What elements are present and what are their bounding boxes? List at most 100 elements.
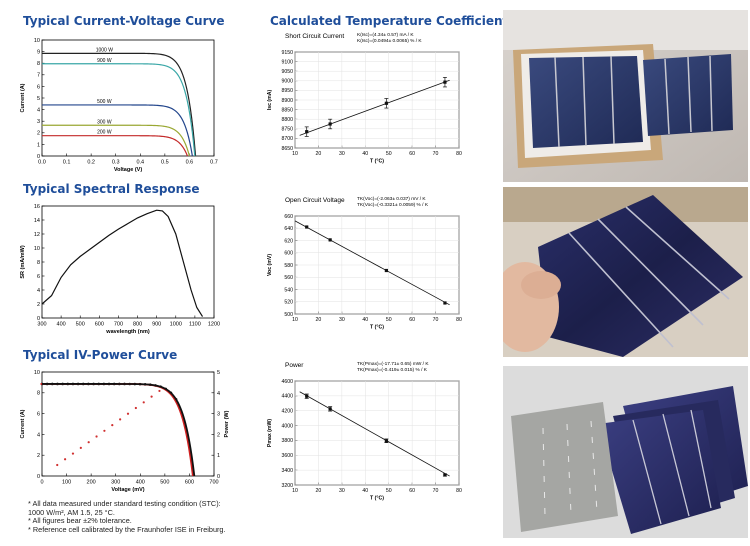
plot-frame — [41, 371, 215, 477]
y-tick-label: 3 — [37, 119, 40, 125]
coef-annotation: TK(Pmax)=(-17.71± 0.65) mW / K — [357, 361, 429, 367]
data-point — [328, 122, 332, 126]
x-tick-label: 900 — [152, 322, 161, 328]
data-point — [384, 439, 388, 443]
x-axis-label: T (°C) — [370, 495, 384, 501]
power-dot — [103, 429, 106, 432]
y-tick-label: 2 — [37, 453, 40, 459]
y-tick-label: 10 — [34, 38, 40, 44]
y-tick-label: 3600 — [281, 453, 293, 459]
y-tick-label: 2 — [37, 302, 40, 308]
y-tick-label: 600 — [284, 251, 293, 257]
data-point — [443, 473, 447, 477]
x-tick-label: 70 — [433, 151, 439, 157]
y-axis-label: Voc (mV) — [267, 254, 273, 276]
x-tick-label: 300 — [111, 480, 120, 486]
x-tick-label: 200 — [87, 480, 96, 486]
fit-line — [299, 391, 450, 477]
data-point — [305, 394, 309, 398]
x-tick-label: 600 — [95, 322, 104, 328]
y-tick-label: 6 — [37, 84, 40, 90]
x-tick-label: 500 — [160, 480, 169, 486]
y-tick-label: 4000 — [281, 423, 293, 429]
spectral-response-line — [41, 209, 204, 317]
iv-curve-title: Typical Current-Voltage Curve — [23, 14, 225, 28]
x-axis-label: Voltage (V) — [114, 167, 142, 173]
y2-axis-label: Power (W) — [224, 410, 230, 437]
x-tick-label: 600 — [185, 480, 194, 486]
y2-tick-label: 2 — [217, 432, 220, 438]
iv-series-label: 200 W — [97, 130, 112, 136]
x-tick-label: 60 — [409, 488, 415, 494]
footnote-line: * Reference cell calibrated by the Fraun… — [28, 524, 226, 534]
coef-annotation: TK(Pmax)=(-0.419± 0.015) % / K — [357, 367, 428, 373]
iv-series-label: 900 W — [97, 58, 112, 64]
y-tick-label: 560 — [284, 275, 293, 281]
data-point — [443, 80, 447, 84]
y-tick-label: 4200 — [281, 409, 293, 415]
x-tick-label: 40 — [362, 151, 368, 157]
y-tick-label: 580 — [284, 263, 293, 269]
y-tick-label: 3200 — [281, 483, 293, 489]
x-tick-label: 70 — [433, 317, 439, 323]
y-axis-label: Pmax (mW) — [267, 419, 273, 448]
y-tick-label: 8700 — [281, 136, 293, 142]
power-dot — [63, 458, 67, 461]
y-tick-label: 0 — [37, 316, 40, 322]
data-point — [305, 130, 309, 134]
power-dot — [56, 463, 59, 467]
iv-power-title: Typical IV-Power Curve — [23, 348, 178, 362]
power-dot — [158, 389, 161, 393]
x-tick-label: 20 — [316, 151, 322, 157]
y-tick-label: 9050 — [281, 69, 293, 75]
y-tick-label: 8 — [37, 61, 40, 67]
spectral-response-title: Typical Spectral Response — [23, 182, 200, 196]
voc-temperature-chart: Open Circuit Voltage TK(Voc)=(-2.063± 0.0… — [267, 196, 462, 330]
y-tick-label: 6 — [37, 274, 40, 280]
y-tick-label: 0 — [37, 474, 40, 480]
power-dot — [142, 401, 145, 404]
x-tick-label: 1000 — [170, 322, 182, 328]
power-dot — [134, 406, 137, 410]
x-tick-label: 700 — [209, 480, 218, 486]
x-tick-label: 80 — [456, 317, 462, 323]
iv-series-line — [42, 63, 196, 157]
y-tick-label: 540 — [284, 287, 293, 293]
footnote-line: * All figures bear ±2% tolerance. — [28, 516, 132, 526]
data-point — [384, 268, 388, 273]
power-dot — [79, 446, 82, 449]
y-tick-label: 660 — [284, 214, 293, 220]
y-tick-label: 9100 — [281, 59, 293, 65]
y-tick-label: 3800 — [281, 438, 293, 444]
coef-chart-title: Short Circuit Current — [285, 33, 344, 40]
y-tick-label: 8 — [37, 260, 40, 266]
y-tick-label: 8650 — [281, 146, 293, 152]
y-tick-label: 9 — [37, 50, 40, 56]
x-tick-label: 10 — [292, 317, 298, 323]
coef-chart-title: Power — [285, 362, 304, 369]
y-tick-label: 7 — [37, 73, 40, 79]
y-tick-label: 12 — [34, 232, 40, 238]
y2-tick-label: 4 — [217, 391, 220, 397]
data-point — [328, 407, 332, 411]
y-tick-label: 9000 — [281, 79, 293, 85]
x-tick-label: 1100 — [189, 322, 201, 328]
y-tick-label: 8 — [37, 391, 40, 397]
fit-line — [299, 79, 450, 136]
x-tick-label: 20 — [316, 488, 322, 494]
coef-annotation: K(Isc)=(4.34± 0.57) mA / K — [357, 32, 414, 38]
iv-series-label: 500 W — [97, 99, 112, 105]
y-tick-label: 1 — [37, 142, 40, 148]
coef-annotation: TK(Voc)=(-2.063± 0.037) mV / K — [357, 196, 426, 202]
x-tick-label: 0.1 — [63, 160, 71, 166]
plot-frame — [294, 380, 460, 486]
y2-tick-label: 0 — [217, 474, 220, 480]
y-tick-label: 10 — [34, 370, 40, 376]
footnotes: * All data measured under standard testi… — [28, 499, 226, 534]
y-axis-label: Current (A) — [20, 83, 26, 112]
x-tick-label: 50 — [386, 317, 392, 323]
y-tick-label: 620 — [284, 238, 293, 244]
power-temperature-chart: Power TK(Pmax)=(-17.71± 0.65) mW / KTK(Pm… — [267, 361, 462, 501]
x-tick-label: 0.7 — [210, 160, 218, 166]
